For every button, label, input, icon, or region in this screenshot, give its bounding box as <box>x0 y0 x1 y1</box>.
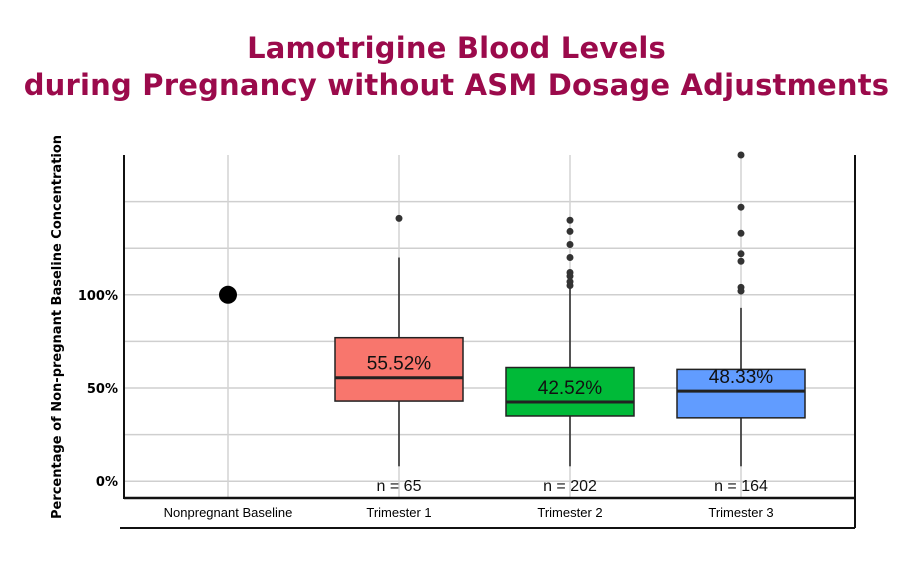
chart-title-line-1: Lamotrigine Blood Levels <box>247 31 666 65</box>
y-axis-label: Percentage of Non-pregnant Baseline Conc… <box>50 135 65 519</box>
outlier-point <box>737 203 745 211</box>
x-tick-label: Trimester 2 <box>537 505 602 520</box>
x-tick-label: Trimester 1 <box>366 505 431 520</box>
y-tick-label: 100% <box>78 289 118 304</box>
y-tick-label: 50% <box>87 382 118 397</box>
chart-title-line-2: during Pregnancy without ASM Dosage Adju… <box>23 68 890 102</box>
outlier-point <box>737 151 745 159</box>
outlier-point <box>566 254 574 262</box>
outlier-point <box>566 240 574 248</box>
box-iqr <box>676 368 806 419</box>
outlier-point <box>395 214 403 222</box>
median-label: 42.52% <box>538 378 603 399</box>
box-iqr <box>334 336 464 402</box>
outlier-point <box>737 257 745 265</box>
outlier-point <box>566 216 574 224</box>
chart-title: Lamotrigine Blood Levels during Pregnanc… <box>0 30 913 104</box>
outlier-point <box>566 227 574 235</box>
outlier-point <box>566 281 574 289</box>
sample-size-label: n = 202 <box>543 478 597 495</box>
y-tick-label: 0% <box>96 475 118 490</box>
x-tick-label: Trimester 3 <box>708 505 773 520</box>
baseline-point <box>219 285 237 304</box>
box-iqr <box>505 366 635 417</box>
outlier-point <box>566 272 574 280</box>
sample-size-label: n = 164 <box>714 478 768 495</box>
outlier-point <box>737 250 745 258</box>
median-label: 48.33% <box>709 367 774 388</box>
outlier-point <box>737 287 745 295</box>
median-label: 55.52% <box>367 354 432 375</box>
sample-size-label: n = 65 <box>377 478 422 495</box>
x-tick-label: Nonpregnant Baseline <box>164 505 293 520</box>
outlier-point <box>737 229 745 237</box>
